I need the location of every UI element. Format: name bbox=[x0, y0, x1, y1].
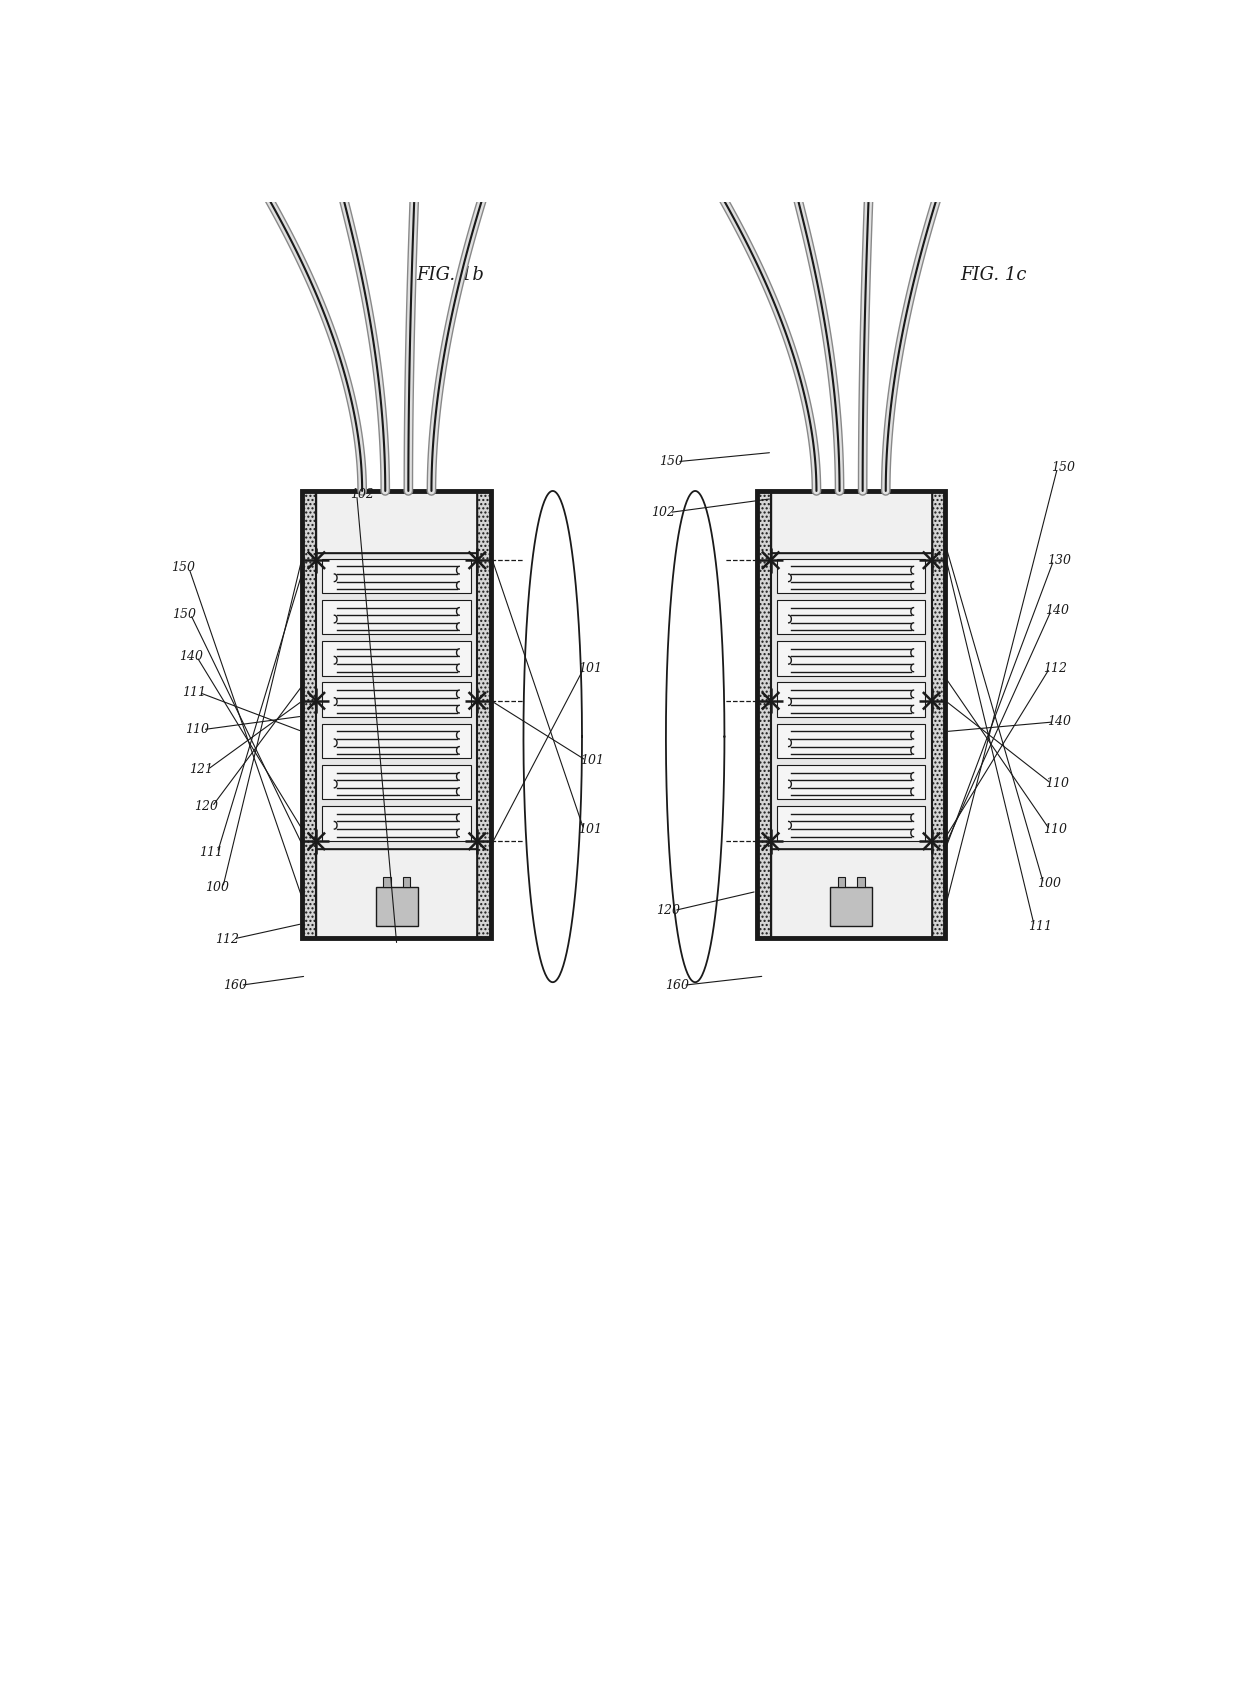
Text: 150: 150 bbox=[1052, 462, 1075, 475]
Text: 100: 100 bbox=[205, 881, 229, 895]
Bar bbox=[776, 725, 925, 758]
Text: 112: 112 bbox=[1044, 662, 1068, 674]
Bar bbox=[838, 876, 846, 888]
Text: 150: 150 bbox=[171, 561, 195, 575]
Text: 101: 101 bbox=[578, 824, 601, 836]
Text: 160: 160 bbox=[223, 979, 247, 992]
Text: 110: 110 bbox=[185, 723, 208, 736]
Text: 160: 160 bbox=[666, 979, 689, 992]
Polygon shape bbox=[945, 145, 956, 162]
Bar bbox=[383, 876, 391, 888]
Polygon shape bbox=[787, 168, 797, 184]
Bar bbox=[316, 490, 477, 937]
Bar bbox=[322, 682, 471, 716]
Text: 150: 150 bbox=[172, 608, 197, 620]
Bar bbox=[322, 559, 471, 593]
Bar bbox=[756, 490, 770, 937]
Bar bbox=[776, 805, 925, 841]
Bar bbox=[776, 559, 925, 593]
Polygon shape bbox=[866, 168, 873, 184]
Text: 121: 121 bbox=[190, 763, 213, 777]
Polygon shape bbox=[334, 168, 343, 184]
Text: 111: 111 bbox=[182, 686, 206, 699]
Bar bbox=[322, 765, 471, 799]
Text: 102: 102 bbox=[651, 506, 676, 519]
Bar bbox=[857, 876, 864, 888]
Text: 111: 111 bbox=[200, 846, 223, 859]
Bar bbox=[322, 725, 471, 758]
Bar bbox=[756, 490, 945, 937]
Text: 102: 102 bbox=[351, 489, 374, 502]
Bar bbox=[303, 490, 491, 937]
Text: 140: 140 bbox=[1045, 603, 1069, 617]
Bar bbox=[830, 888, 872, 927]
Text: 112: 112 bbox=[215, 932, 239, 945]
Bar bbox=[770, 490, 931, 553]
Bar bbox=[776, 765, 925, 799]
Bar bbox=[770, 849, 931, 937]
Polygon shape bbox=[491, 145, 502, 162]
Text: 140: 140 bbox=[179, 650, 203, 662]
Bar bbox=[477, 490, 491, 937]
Text: 110: 110 bbox=[1045, 777, 1069, 790]
Text: FIG. 1c: FIG. 1c bbox=[960, 266, 1027, 285]
Bar bbox=[303, 490, 491, 937]
Text: 101: 101 bbox=[578, 662, 601, 674]
Text: 120: 120 bbox=[656, 905, 681, 917]
Text: 110: 110 bbox=[1044, 824, 1068, 836]
Text: 150: 150 bbox=[660, 455, 683, 468]
Polygon shape bbox=[691, 147, 704, 162]
Bar bbox=[776, 642, 925, 676]
Bar bbox=[756, 490, 945, 937]
Bar bbox=[776, 682, 925, 716]
Text: 111: 111 bbox=[1028, 920, 1053, 932]
Text: 100: 100 bbox=[1038, 878, 1061, 890]
Bar bbox=[376, 888, 418, 927]
Bar bbox=[403, 876, 410, 888]
Text: 120: 120 bbox=[195, 800, 218, 814]
Bar bbox=[756, 490, 945, 937]
Bar bbox=[316, 849, 477, 937]
Bar bbox=[322, 642, 471, 676]
Text: 130: 130 bbox=[1048, 554, 1071, 566]
Text: 140: 140 bbox=[1048, 716, 1071, 728]
Bar bbox=[776, 600, 925, 634]
Bar bbox=[322, 600, 471, 634]
Bar bbox=[322, 805, 471, 841]
Bar bbox=[931, 490, 945, 937]
Bar bbox=[303, 490, 316, 937]
Bar bbox=[316, 490, 477, 553]
Polygon shape bbox=[237, 147, 250, 162]
Bar bbox=[303, 490, 491, 937]
Text: 101: 101 bbox=[580, 753, 604, 767]
Bar bbox=[770, 490, 931, 937]
Text: FIG. 1b: FIG. 1b bbox=[417, 266, 485, 285]
Polygon shape bbox=[410, 168, 419, 184]
